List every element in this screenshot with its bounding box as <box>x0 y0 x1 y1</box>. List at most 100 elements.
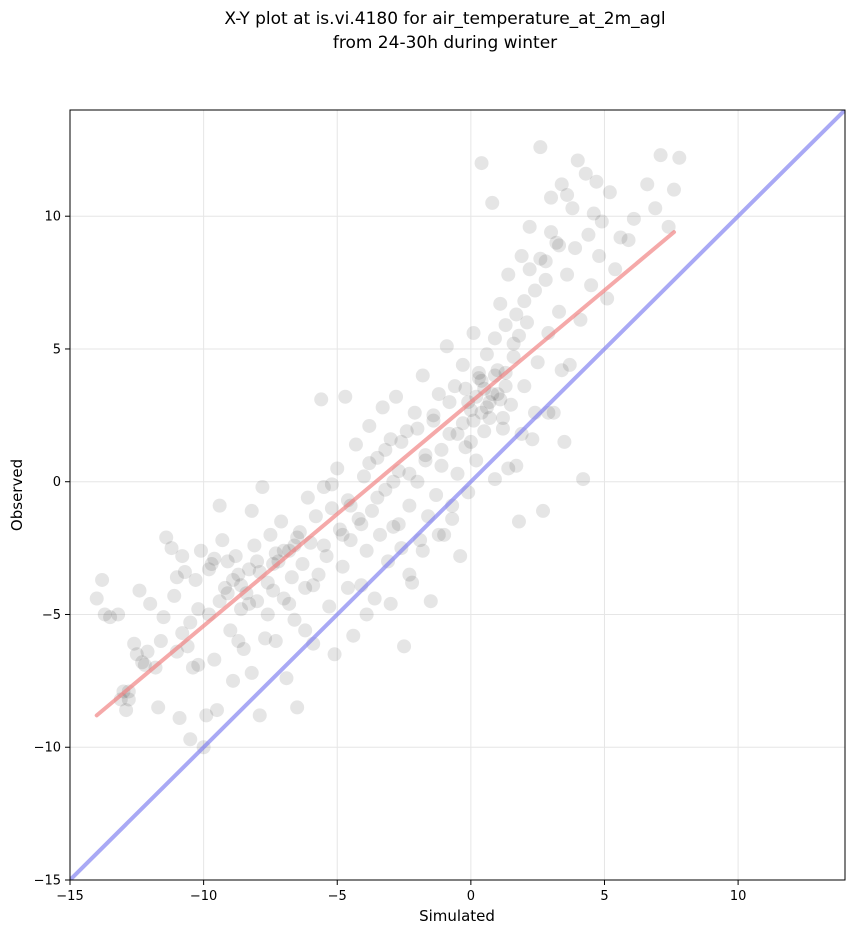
data-point-105 <box>397 639 412 654</box>
data-point-213 <box>394 434 409 449</box>
data-point-28 <box>191 602 206 617</box>
data-point-91 <box>359 543 374 558</box>
data-point-208 <box>354 517 369 532</box>
data-point-43 <box>231 567 246 582</box>
data-point-18 <box>164 541 179 556</box>
x-tick-label-1: −10 <box>190 889 217 904</box>
data-point-145 <box>503 397 518 412</box>
x-tick-label-3: 0 <box>467 889 475 904</box>
data-point-80 <box>330 461 345 476</box>
data-point-185 <box>626 211 641 226</box>
data-point-139 <box>487 472 502 487</box>
data-point-44 <box>234 602 249 617</box>
x-tick-label-5: 10 <box>730 889 747 904</box>
data-point-210 <box>370 490 385 505</box>
data-point-27 <box>188 572 203 587</box>
data-point-33 <box>204 557 219 572</box>
data-point-223 <box>474 373 489 388</box>
x-tick-label-2: −5 <box>328 889 347 904</box>
data-points <box>89 140 687 755</box>
data-point-101 <box>386 519 401 534</box>
data-point-8 <box>127 636 142 651</box>
data-point-144 <box>501 267 516 282</box>
data-point-135 <box>477 424 492 439</box>
data-point-106 <box>399 424 414 439</box>
data-point-242 <box>242 596 257 611</box>
data-point-248 <box>183 615 198 630</box>
data-point-191 <box>672 150 687 165</box>
chart-title: X-Y plot at is.vi.4180 for air_temperatu… <box>224 9 665 29</box>
data-point-85 <box>343 533 358 548</box>
data-point-116 <box>426 413 441 428</box>
data-point-62 <box>282 543 297 558</box>
data-point-126 <box>453 549 468 564</box>
data-point-149 <box>514 249 529 264</box>
data-point-9 <box>129 647 144 662</box>
data-point-95 <box>370 450 385 465</box>
data-point-202 <box>298 623 313 638</box>
data-point-232 <box>479 400 494 415</box>
data-point-119 <box>434 458 449 473</box>
data-point-57 <box>268 634 283 649</box>
data-point-177 <box>589 174 604 189</box>
chart-subtitle: from 24-30h during winter <box>333 33 557 53</box>
data-point-197 <box>244 665 259 680</box>
data-point-72 <box>308 509 323 524</box>
data-point-226 <box>498 379 513 394</box>
data-point-153 <box>525 432 540 447</box>
data-point-75 <box>316 480 331 495</box>
data-point-218 <box>434 442 449 457</box>
data-point-161 <box>546 405 561 420</box>
data-point-194 <box>191 657 206 672</box>
data-point-193 <box>156 610 171 625</box>
data-point-110 <box>410 474 425 489</box>
data-point-125 <box>450 466 465 481</box>
data-point-168 <box>565 201 580 216</box>
data-point-73 <box>311 567 326 582</box>
y-tick-label-1: −10 <box>34 741 61 756</box>
data-point-227 <box>506 349 521 364</box>
grid-lines <box>69 110 845 881</box>
data-point-136 <box>479 347 494 362</box>
data-point-10 <box>132 583 147 598</box>
data-point-81 <box>332 522 347 537</box>
data-point-94 <box>367 591 382 606</box>
data-point-78 <box>324 501 339 516</box>
data-point-268 <box>501 461 516 476</box>
data-point-231 <box>485 387 500 402</box>
data-point-152 <box>522 219 537 234</box>
data-point-132 <box>469 453 484 468</box>
data-point-3 <box>103 610 118 625</box>
data-point-122 <box>442 426 457 441</box>
data-point-60 <box>276 591 291 606</box>
data-point-198 <box>260 607 275 622</box>
data-point-271 <box>544 225 559 240</box>
data-point-0 <box>89 591 104 606</box>
data-point-55 <box>263 527 278 542</box>
data-point-100 <box>383 432 398 447</box>
data-point-121 <box>439 339 454 354</box>
data-point-211 <box>378 442 393 457</box>
data-point-4 <box>111 607 126 622</box>
data-point-65 <box>290 700 305 715</box>
data-point-69 <box>300 490 315 505</box>
data-point-221 <box>458 381 473 396</box>
data-point-174 <box>581 227 596 242</box>
data-point-29 <box>193 543 208 558</box>
y-tick-label-0: −15 <box>34 874 61 889</box>
data-point-64 <box>287 612 302 627</box>
fit-lines <box>70 110 845 880</box>
y-tick-label-3: 0 <box>53 475 61 490</box>
data-point-163 <box>552 304 567 319</box>
data-point-201 <box>290 530 305 545</box>
data-point-272 <box>560 187 575 202</box>
data-point-56 <box>266 583 281 598</box>
data-point-214 <box>402 466 417 481</box>
data-point-224 <box>482 395 497 410</box>
data-point-49 <box>247 538 262 553</box>
data-point-249 <box>169 644 184 659</box>
data-point-54 <box>260 575 275 590</box>
data-point-206 <box>335 527 350 542</box>
data-point-192 <box>137 657 152 672</box>
